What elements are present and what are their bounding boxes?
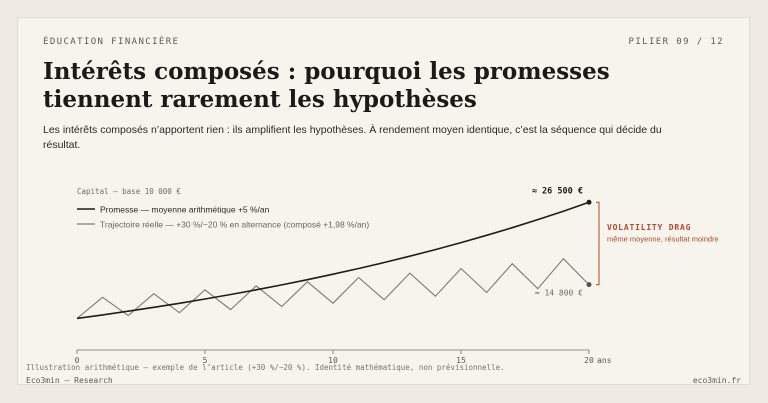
series-line-promise [76, 201, 590, 320]
drag-bracket [596, 201, 600, 286]
label-real-end: ≈ 14 800 € [535, 289, 583, 298]
x-tick-label-5: 5 [203, 356, 208, 365]
article-card: ÉDUCATION FINANCIÈRE PILIER 09 / 12 Inté… [17, 17, 750, 385]
x-tick-label-10: 10 [328, 356, 338, 365]
x-axis-unit: ans [597, 356, 612, 365]
drag-subtitle: même moyenne, résultat moindre [607, 235, 719, 244]
x-tick-label-15: 15 [456, 356, 466, 365]
legend-label-promise: Promesse — moyenne arithmétique +5 %/an [100, 205, 270, 215]
chart-title: Capital — base 10 000 € [77, 187, 181, 196]
x-tick-label-20: 20 [584, 356, 594, 365]
series-line-real [76, 257, 590, 319]
endpoint-real [586, 282, 592, 288]
endpoint-promise [586, 199, 592, 205]
pillar-counter: PILIER 09 / 12 [628, 37, 724, 47]
site-url[interactable]: eco3min.fr [692, 376, 741, 385]
page-title: Intérêts composés : pourquoi les promess… [43, 58, 610, 113]
footnote: Illustration arithmétique — exemple de l… [26, 363, 505, 372]
label-promise-end: ≈ 26 500 € [532, 186, 583, 196]
brand-label: Eco3min — Research [26, 376, 113, 385]
drag-title: VOLATILITY DRAG [607, 223, 691, 232]
x-tick-label-0: 0 [75, 356, 80, 365]
compound-interest-chart: Capital — base 10 000 € Promesse — moyenn… [75, 186, 719, 365]
category-kicker: ÉDUCATION FINANCIÈRE [43, 37, 180, 47]
legend-label-real: Trajectoire réelle — +30 %/−20 % en alte… [100, 220, 369, 230]
lede-paragraph: Les intérêts composés n’apportent rien :… [43, 124, 662, 151]
